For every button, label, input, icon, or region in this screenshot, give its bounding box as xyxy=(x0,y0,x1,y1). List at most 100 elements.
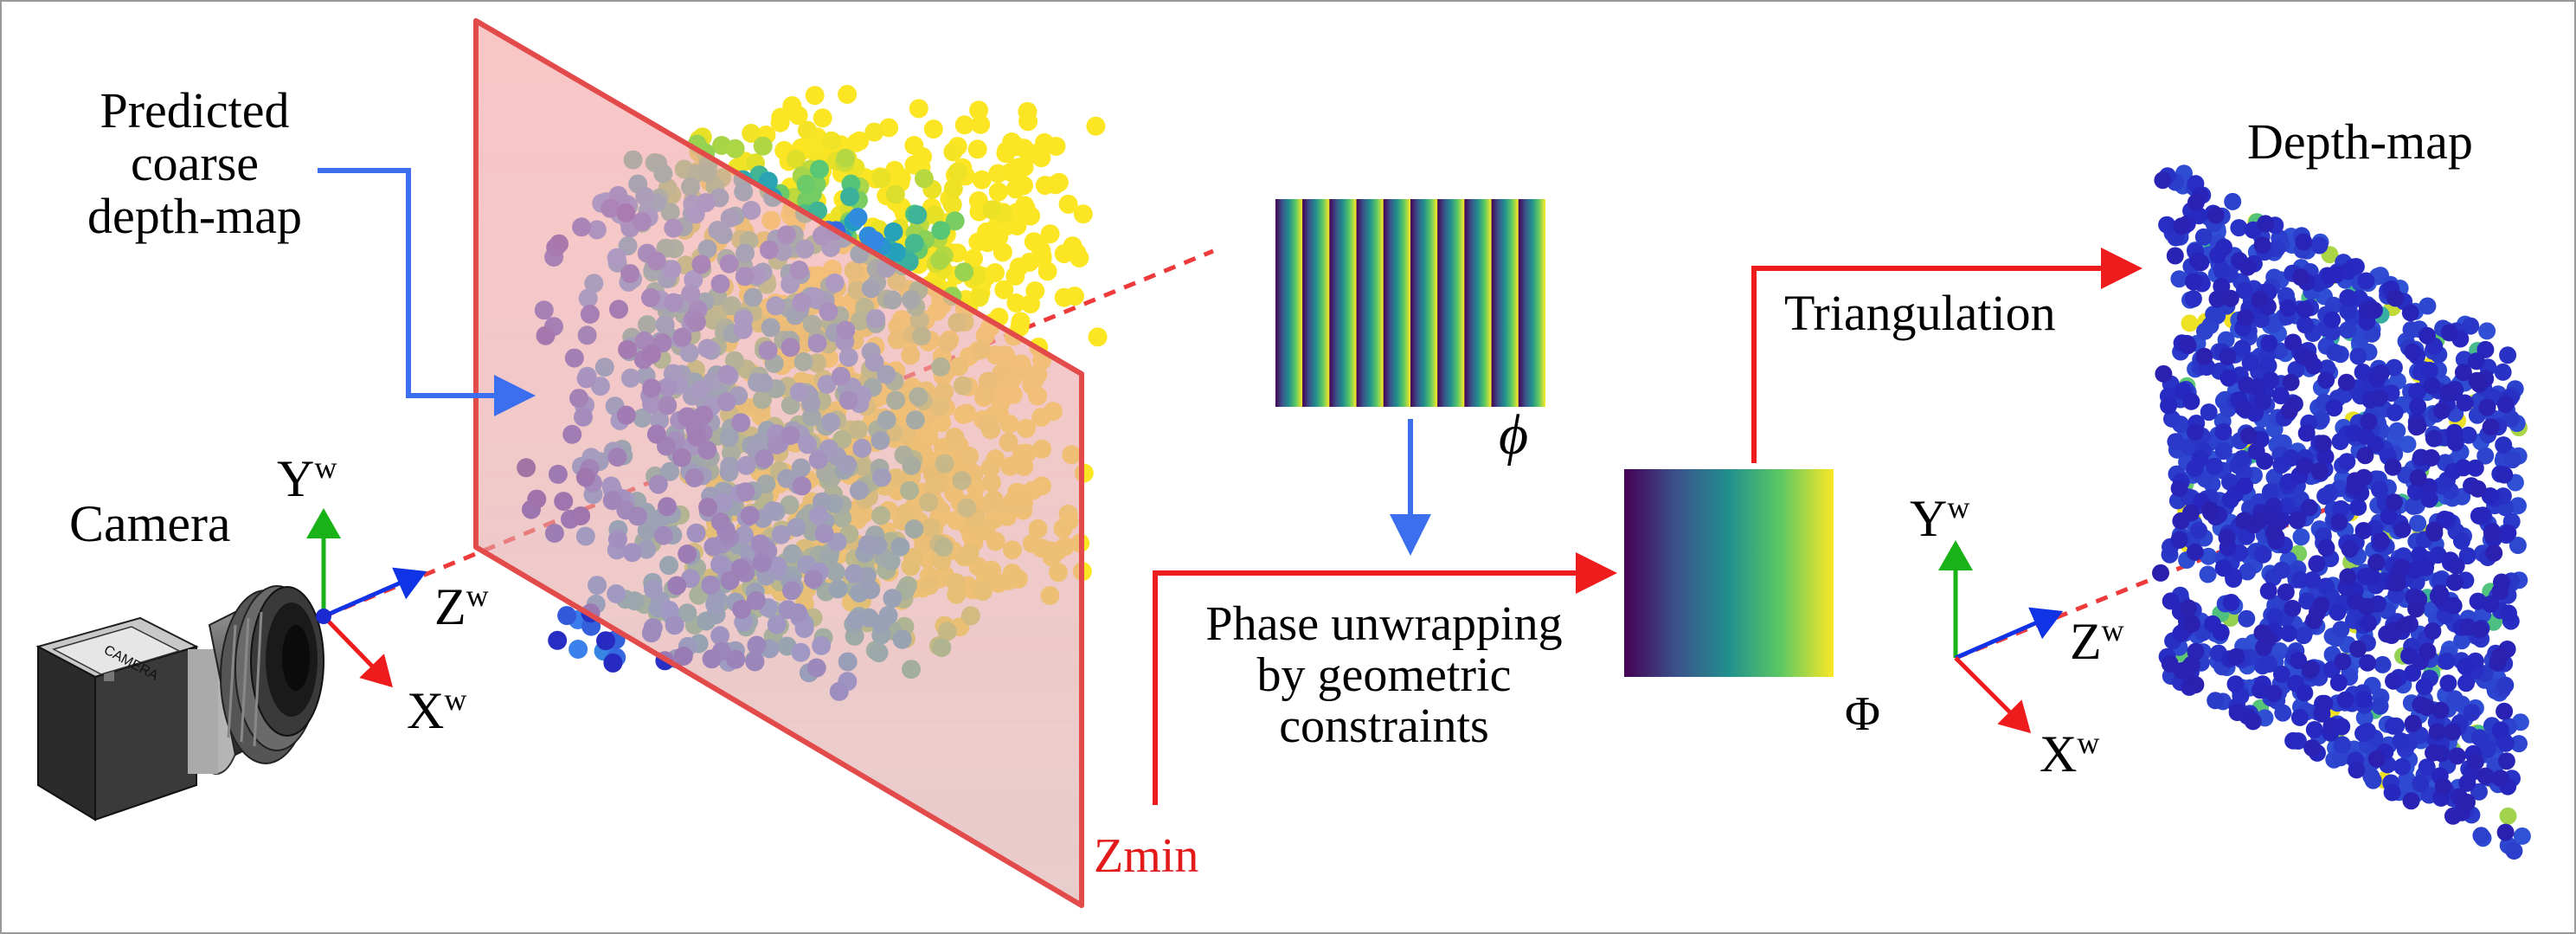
point-cloud-point xyxy=(945,211,965,231)
depth-map-point xyxy=(2367,553,2386,571)
depth-map-point xyxy=(2316,487,2335,506)
depth-map-point xyxy=(2284,333,2302,351)
depth-map-point xyxy=(2470,506,2488,525)
depth-map-point xyxy=(2356,447,2374,465)
depth-map-point xyxy=(2173,217,2191,235)
depth-map-point xyxy=(2469,480,2487,498)
depth-map-point xyxy=(2310,236,2329,254)
depth-map-point xyxy=(2239,427,2258,445)
depth-map-point xyxy=(2467,352,2485,370)
depth-map-point xyxy=(2448,747,2466,765)
depth-map-point xyxy=(2402,321,2420,338)
depth-map-point xyxy=(2431,701,2450,719)
depth-map-point xyxy=(2339,289,2357,306)
depth-map-point xyxy=(2497,752,2515,770)
depth-map-point xyxy=(2191,450,2209,468)
y-axis-label-right: Yw xyxy=(1910,491,1969,546)
z-axis-arrow-right xyxy=(1955,607,2064,660)
depth-map-point xyxy=(2407,600,2425,618)
depth-map-point xyxy=(2372,532,2390,550)
depth-map-point xyxy=(2214,559,2232,577)
depth-map-point xyxy=(2214,422,2232,441)
depth-map-point xyxy=(2385,493,2403,512)
point-cloud-point xyxy=(871,169,891,189)
depth-map-point xyxy=(2297,316,2315,334)
depth-map-point xyxy=(2295,627,2313,645)
depth-map-point xyxy=(2424,622,2442,640)
depth-map-point xyxy=(2439,674,2457,692)
depth-map-point xyxy=(2253,236,2271,254)
depth-map-point xyxy=(2239,258,2257,276)
depth-map-point xyxy=(2279,299,2297,317)
depth-map-point xyxy=(2364,771,2382,789)
depth-map-point xyxy=(2405,497,2422,515)
depth-map-point xyxy=(2300,350,2318,368)
depth-map-point xyxy=(2291,570,2309,589)
point-cloud-point xyxy=(786,149,806,169)
depth-map-point xyxy=(2462,317,2480,335)
depth-map-point xyxy=(2422,448,2440,467)
depth-map-point xyxy=(2367,750,2386,768)
depth-map-point xyxy=(2349,640,2367,658)
point-cloud-point xyxy=(904,234,924,254)
depth-map-point xyxy=(2444,807,2462,825)
depth-map-point xyxy=(2241,353,2259,371)
depth-map-point xyxy=(2227,647,2245,666)
depth-map-point xyxy=(2334,736,2351,754)
point-cloud-point xyxy=(969,287,989,307)
depth-map-point xyxy=(2499,807,2517,825)
depth-map-point xyxy=(2470,621,2489,639)
depth-map-point xyxy=(2224,192,2242,210)
depth-map-point xyxy=(2499,524,2517,542)
point-cloud-point xyxy=(798,120,817,140)
depth-map-point xyxy=(2419,326,2436,345)
point-cloud-point xyxy=(1025,281,1045,301)
depth-map-point xyxy=(2214,442,2232,461)
depth-map-point xyxy=(2190,521,2208,539)
point-cloud-point xyxy=(879,118,899,138)
depth-map-point xyxy=(2418,699,2436,717)
point-cloud-point xyxy=(1011,312,1031,332)
depth-map-point xyxy=(2200,403,2218,422)
point-cloud-point xyxy=(569,640,588,659)
depth-map-point xyxy=(2409,417,2427,435)
depth-map-point xyxy=(2284,731,2303,750)
depth-map-point xyxy=(2354,690,2373,708)
depth-map-point xyxy=(2186,423,2204,441)
unwrapped-phase-label: Φ xyxy=(1845,687,1880,741)
point-cloud-point xyxy=(988,182,1008,202)
point-cloud-point xyxy=(964,248,983,268)
depth-map-point xyxy=(2288,511,2306,529)
depth-map-point xyxy=(2371,697,2389,715)
depth-map-point xyxy=(2406,483,2425,501)
point-cloud-point xyxy=(948,162,967,182)
depth-map-point xyxy=(2238,376,2256,394)
point-cloud-point xyxy=(725,138,745,158)
depth-map-point xyxy=(2183,615,2200,633)
point-cloud-point xyxy=(994,280,1014,300)
fringe-band xyxy=(1302,199,1330,407)
depth-map-point xyxy=(2418,758,2436,776)
depth-map-point xyxy=(2170,480,2188,498)
depth-map-point xyxy=(2440,324,2458,342)
point-cloud-point xyxy=(909,99,928,119)
depth-map-label: Depth-map xyxy=(2247,113,2473,170)
depth-map-point xyxy=(2367,435,2385,454)
depth-map-point xyxy=(2297,424,2316,442)
y-axis-label: Yw xyxy=(277,451,337,506)
depth-map-point xyxy=(2409,469,2427,486)
point-cloud-point xyxy=(996,144,1016,164)
fringe-band xyxy=(1275,199,1303,407)
depth-map-point xyxy=(2179,337,2197,355)
depth-map-point xyxy=(2431,571,2449,589)
depth-map-point xyxy=(2253,624,2271,641)
point-cloud-point xyxy=(988,164,1008,184)
depth-map-point xyxy=(2496,676,2515,694)
depth-map-point xyxy=(2434,777,2452,796)
depth-map-point xyxy=(2187,193,2205,211)
depth-map-point xyxy=(2505,842,2523,860)
depth-map-point xyxy=(2354,522,2373,539)
depth-map-point xyxy=(2432,402,2451,420)
depth-map-point xyxy=(2495,436,2513,454)
depth-map-point xyxy=(2476,767,2495,785)
